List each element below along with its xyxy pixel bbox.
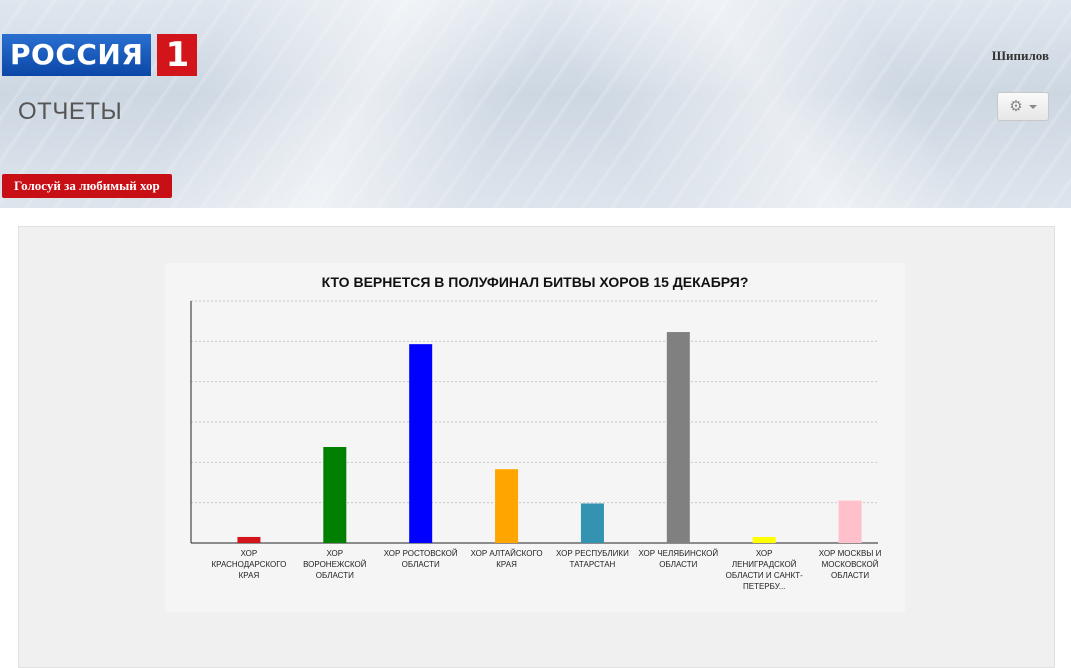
russia1-logo[interactable]: РОССИЯ 1 (2, 34, 198, 76)
bar-chart (190, 300, 878, 544)
bar[interactable] (495, 469, 519, 543)
bar[interactable] (580, 503, 604, 543)
gear-icon: ⚙ (1009, 98, 1023, 115)
x-tick-label: ХОР ЧЕЛЯБИНСКОЙ ОБЛАСТИ (638, 549, 719, 569)
x-tick-label: ХОР РЕСПУБЛИКИ ТАТАРСТАН (556, 549, 629, 569)
bar[interactable] (752, 536, 776, 543)
settings-dropdown-button[interactable]: ⚙ (997, 92, 1049, 121)
page-title: ОТЧЕТЫ (18, 98, 123, 125)
logo-number: 1 (157, 34, 198, 76)
x-tick-label: ХОР ЛЕНИГРАДСКОЙ ОБЛАСТИ И САНКТ-ПЕТЕРБУ… (725, 549, 803, 591)
chart-container: КТО ВЕРНЕТСЯ В ПОЛУФИНАЛ БИТВЫ ХОРОВ 15 … (165, 263, 905, 612)
x-tick-label: ХОР АЛТАЙСКОГО КРАЯ (470, 549, 543, 569)
bar[interactable] (323, 447, 347, 543)
chart-title: КТО ВЕРНЕТСЯ В ПОЛУФИНАЛ БИТВЫ ХОРОВ 15 … (321, 274, 749, 290)
x-tick-label: ХОР МОСКВЫ И МОСКОВСКОЙ ОБЛАСТИ (818, 549, 882, 580)
user-name[interactable]: Шипилов (991, 48, 1049, 63)
vote-tab-button[interactable]: Голосуй за любимый хор (2, 174, 172, 198)
chevron-down-icon (1028, 104, 1037, 109)
bar[interactable] (237, 536, 261, 543)
x-tick-label: ХОР РОСТОВСКОЙ ОБЛАСТИ (383, 549, 458, 569)
x-tick-label: ХОР КРАСНОДАРСКОГО КРАЯ (211, 549, 287, 580)
x-tick-label: ХОР ВОРОНЕЖСКОЙ ОБЛАСТИ (303, 549, 367, 580)
bar[interactable] (409, 344, 433, 543)
logo-text: РОССИЯ (2, 34, 152, 76)
bar[interactable] (666, 332, 690, 543)
bar[interactable] (838, 500, 862, 543)
